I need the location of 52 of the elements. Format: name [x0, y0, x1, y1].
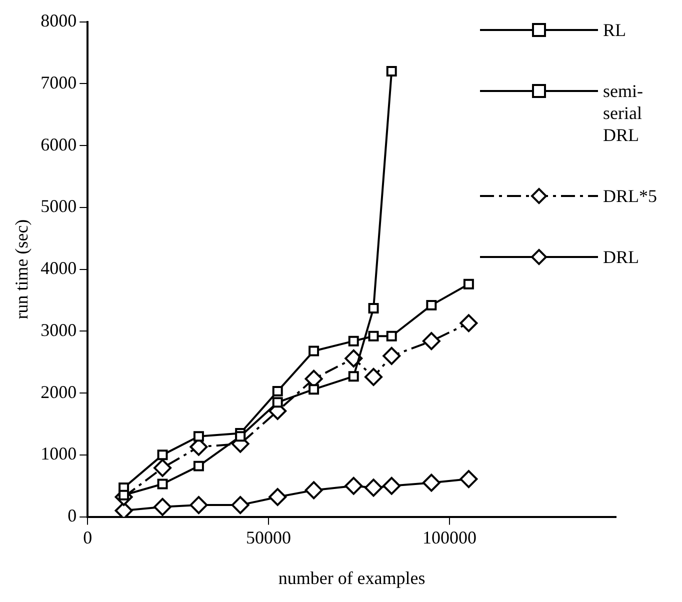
point — [344, 476, 363, 495]
point — [231, 496, 250, 514]
point — [308, 384, 320, 395]
point — [344, 349, 363, 368]
x-tick-label: 50000 — [246, 527, 292, 548]
point — [235, 431, 246, 442]
x-tick-label: 100000 — [422, 527, 477, 548]
point — [114, 502, 133, 517]
text: DRL — [603, 246, 640, 268]
point — [426, 300, 437, 310]
point — [460, 314, 478, 332]
y-tick-label: 7000 — [40, 72, 77, 92]
point — [368, 303, 379, 314]
point — [382, 346, 401, 365]
y-tick-label: 4000 — [40, 258, 77, 278]
point — [422, 474, 440, 492]
point — [422, 332, 440, 350]
y-tick-label: 0 — [68, 506, 77, 526]
point — [348, 336, 359, 346]
point — [157, 478, 168, 490]
point — [272, 397, 283, 408]
text: DRL*5 — [603, 185, 658, 207]
point — [382, 476, 401, 495]
y-tick-label: 6000 — [40, 134, 77, 154]
point — [268, 488, 287, 506]
y-tick-label: 5000 — [40, 196, 77, 216]
text: RL — [603, 19, 628, 41]
point — [386, 330, 397, 342]
point — [193, 431, 204, 442]
point — [348, 371, 359, 382]
point — [157, 450, 168, 460]
point — [193, 460, 204, 472]
point — [154, 498, 172, 516]
point — [463, 278, 474, 290]
point — [368, 330, 379, 342]
text: semi-serial DRL — [603, 80, 644, 146]
point — [308, 346, 320, 356]
y-axis-title: run time (sec) — [12, 219, 32, 320]
point — [460, 470, 478, 488]
point — [364, 478, 383, 497]
point — [190, 496, 208, 514]
x-axis-title: number of examples — [278, 568, 426, 588]
x-tick-label: 0 — [83, 527, 92, 548]
point — [364, 368, 383, 386]
y-tick-label: 1000 — [40, 444, 77, 464]
y-tick-label: 8000 — [40, 10, 77, 31]
point — [386, 66, 397, 77]
point — [154, 458, 172, 477]
y-tick-label: 3000 — [40, 320, 77, 340]
point — [304, 481, 323, 500]
y-tick-label: 2000 — [40, 382, 77, 402]
point — [272, 386, 283, 396]
